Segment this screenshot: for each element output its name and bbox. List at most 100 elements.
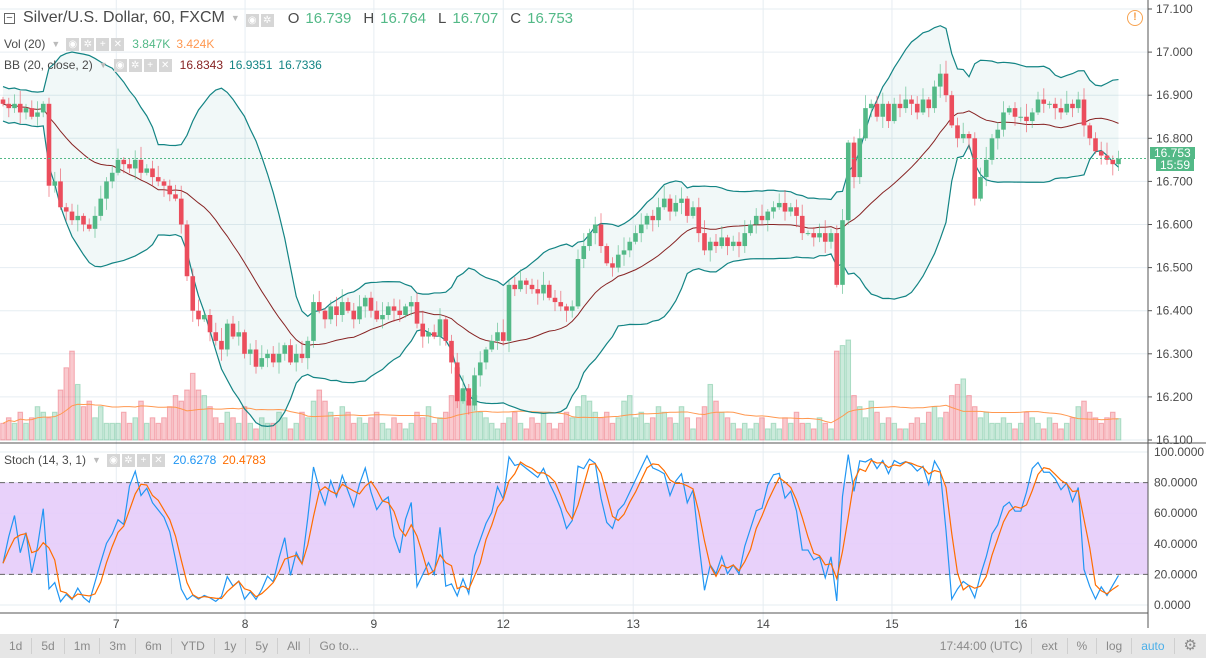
- candle-up: [673, 202, 679, 212]
- volume-bar: [856, 406, 863, 441]
- range-ytd[interactable]: YTD: [172, 638, 215, 654]
- range-5y[interactable]: 5y: [246, 638, 279, 654]
- low-value: 16.707: [452, 9, 499, 27]
- candle-up: [385, 306, 391, 316]
- candle-up: [932, 86, 937, 109]
- gear-icon[interactable]: ✲: [260, 13, 274, 27]
- candle-up: [920, 99, 926, 113]
- stoch-label[interactable]: Stoch (14, 3, 1): [4, 452, 87, 467]
- candle-up: [92, 215, 98, 229]
- alert-icon[interactable]: !: [1127, 10, 1143, 26]
- gear-icon[interactable]: ✲: [128, 59, 142, 72]
- candle-down: [558, 302, 564, 307]
- auto-toggle[interactable]: auto: [1132, 638, 1175, 654]
- log-toggle[interactable]: log: [1097, 638, 1133, 654]
- candle-down: [500, 332, 506, 341]
- volume-bar: [120, 411, 127, 441]
- range-1m[interactable]: 1m: [65, 638, 101, 654]
- volume-legend: Vol (20) ▼ ◉ ✲ + ✕ 3.847K 3.424K: [4, 36, 214, 51]
- candle-down: [1110, 159, 1116, 165]
- chevron-down-icon[interactable]: ▼: [51, 38, 61, 49]
- candle-up: [75, 215, 81, 221]
- volume-bar: [276, 411, 282, 441]
- chevron-down-icon[interactable]: ▼: [92, 454, 101, 465]
- settings-gear-icon[interactable]: ⚙: [1183, 637, 1197, 654]
- time-axis-label: 12: [497, 617, 511, 631]
- gear-icon[interactable]: ✲: [121, 454, 135, 467]
- volume-bar: [391, 417, 397, 441]
- bar-countdown: 15:59: [1156, 159, 1195, 171]
- volume-bar: [994, 422, 1001, 441]
- gear-icon[interactable]: ✲: [81, 38, 95, 51]
- volume-bar: [1109, 411, 1116, 441]
- volume-bar: [483, 417, 489, 441]
- volume-label[interactable]: Vol (20): [4, 36, 46, 51]
- close-icon[interactable]: ✕: [151, 454, 165, 467]
- volume-bar: [816, 417, 823, 441]
- range-1d[interactable]: 1d: [0, 638, 33, 654]
- volume-bar: [172, 395, 179, 441]
- volume-bar: [529, 417, 535, 441]
- stoch-axis-label: 40.0000: [1154, 537, 1198, 551]
- volume-bar: [477, 411, 484, 441]
- volume-bar: [218, 422, 225, 441]
- candle-up: [707, 241, 713, 251]
- candle-up: [581, 246, 587, 259]
- time-axis-label: 16: [1014, 617, 1028, 631]
- chevron-down-icon[interactable]: ▼: [98, 59, 108, 70]
- candle-up: [638, 224, 644, 234]
- volume-bar: [350, 422, 357, 441]
- eye-icon[interactable]: ◉: [245, 13, 259, 27]
- chart-canvas[interactable]: 17.100 17.000 16.900 16.800 16.700 16.600 16.5…: [0, 0, 1206, 634]
- chevron-down-icon[interactable]: ▼: [230, 13, 240, 23]
- stoch-legend: Stoch (14, 3, 1) ▼ ◉ ✲ + ✕ 20.6278 20.4783: [4, 452, 266, 467]
- plus-icon[interactable]: +: [143, 59, 157, 72]
- volume-bar: [304, 417, 311, 441]
- bb-label[interactable]: BB (20, close, 2): [4, 57, 93, 72]
- candle-down: [63, 207, 69, 212]
- candle-up: [575, 258, 581, 307]
- minus-square-icon[interactable]: −: [4, 12, 15, 24]
- eye-icon[interactable]: ◉: [106, 454, 120, 467]
- range-6m[interactable]: 6m: [136, 638, 172, 654]
- candle-down: [926, 99, 932, 109]
- candle-up: [937, 73, 943, 87]
- range-all[interactable]: All: [278, 638, 311, 654]
- candle-down: [391, 306, 397, 311]
- eye-icon[interactable]: ◉: [66, 38, 80, 51]
- candle-down: [696, 207, 702, 234]
- range-3m[interactable]: 3m: [100, 638, 137, 654]
- volume-bar: [1023, 411, 1030, 441]
- candle-up: [201, 315, 207, 320]
- bb-lower-value: 16.7336: [278, 57, 322, 72]
- close-icon[interactable]: ✕: [111, 38, 125, 51]
- clock-timezone[interactable]: 17:44:00 (UTC): [931, 638, 1033, 654]
- volume-bar: [569, 417, 576, 441]
- candle-up: [483, 349, 489, 363]
- plus-icon[interactable]: +: [96, 38, 110, 51]
- eye-icon[interactable]: ◉: [113, 59, 127, 72]
- ext-toggle[interactable]: ext: [1032, 638, 1068, 654]
- volume-value: 3.847K: [132, 36, 171, 51]
- candle-down: [1041, 99, 1047, 104]
- percent-toggle[interactable]: %: [1068, 638, 1098, 654]
- range-1y[interactable]: 1y: [215, 638, 247, 654]
- volume-bar: [1098, 422, 1105, 441]
- volume-bar: [753, 422, 760, 441]
- volume-bar: [149, 417, 156, 441]
- candle-up: [1075, 99, 1081, 109]
- candle-up: [891, 103, 897, 122]
- range-5d[interactable]: 5d: [32, 638, 65, 654]
- volume-bar: [598, 417, 604, 441]
- candle-up: [1116, 158, 1121, 165]
- candle-up: [23, 108, 29, 113]
- volume-bar: [764, 428, 771, 441]
- goto-button[interactable]: Go to...: [319, 639, 359, 653]
- candle-up: [236, 332, 242, 337]
- close-icon[interactable]: ✕: [158, 59, 172, 72]
- plus-icon[interactable]: +: [136, 454, 150, 467]
- candle-down: [1052, 103, 1058, 109]
- symbol-title[interactable]: Silver/U.S. Dollar, 60, FXCM: [23, 9, 225, 26]
- volume-bar: [184, 389, 190, 441]
- candle-down: [759, 215, 765, 221]
